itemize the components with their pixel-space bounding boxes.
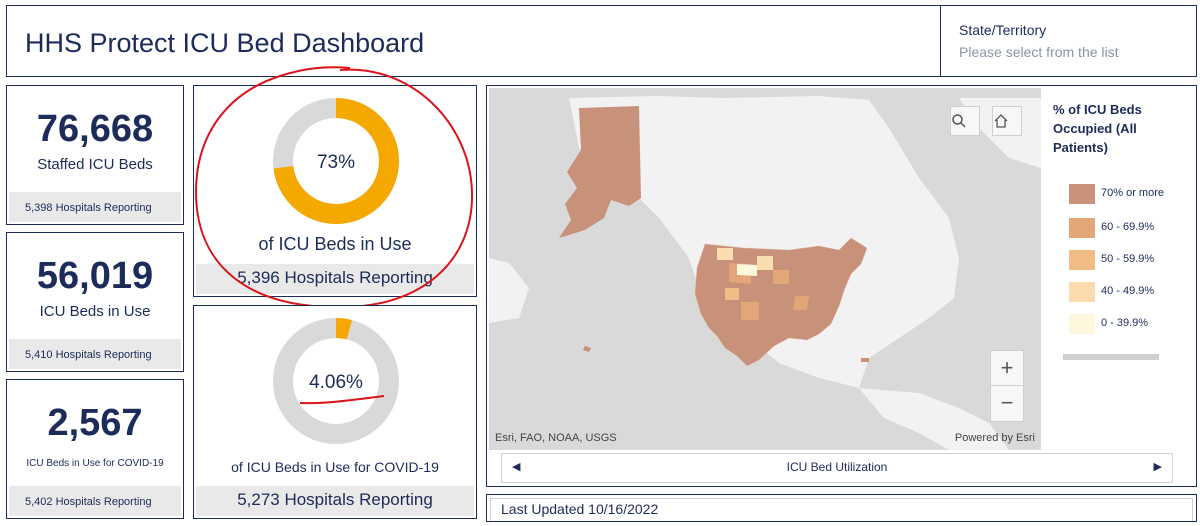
legend-swatch (1069, 184, 1095, 204)
map-legend: % of ICU Beds Occupied (All Patients) 70… (1053, 100, 1189, 360)
gauge-percent: 73% (317, 152, 355, 173)
basemap (489, 96, 1041, 450)
home-icon (994, 114, 1008, 128)
stat-label: Staffed ICU Beds (37, 156, 153, 173)
stat-value: 56,019 (36, 255, 154, 297)
donut-gauge: 73% (273, 98, 399, 224)
stat-value: 2,567 (47, 402, 143, 444)
zoom-out-button[interactable]: − (1000, 390, 1014, 415)
stat-label: ICU Beds in Use (39, 303, 151, 320)
legend-label: 0 - 39.9% (1101, 317, 1149, 329)
map-panel: + − Esri, FAO, NOAA, USGS Powered by Esr… (486, 85, 1197, 487)
legend-label: 60 - 69.9% (1101, 221, 1155, 233)
state-mid (725, 288, 739, 300)
asia-land (489, 258, 529, 323)
state-medium (793, 296, 809, 310)
alaska-state (559, 106, 641, 238)
gauge-fill (273, 98, 399, 224)
legend-label: 70% or more (1101, 187, 1164, 199)
donut-gauge: 4.06% (273, 318, 399, 444)
dashboard-header: HHS Protect ICU Bed Dashboard State/Terr… (6, 5, 1197, 77)
map-attribution[interactable]: Esri, FAO, NOAA, USGS (495, 432, 617, 444)
icu-utilization-map[interactable]: + − Esri, FAO, NOAA, USGS Powered by Esr… (489, 88, 1041, 450)
icu-beds-in-use-card: 56,019 ICU Beds in Use 5,410 Hospitals R… (6, 232, 184, 372)
map-search-button[interactable] (950, 106, 980, 136)
state-selector-label: State/Territory (959, 22, 1047, 38)
stat-footer: 5,410 Hospitals Reporting (9, 339, 181, 369)
previous-arrow-icon[interactable]: ◀ (512, 461, 521, 473)
last-updated-text: Last Updated 10/16/2022 (501, 501, 659, 517)
legend-label: 40 - 49.9% (1101, 285, 1155, 297)
legend-swatch (1069, 250, 1095, 270)
puerto-rico-territory (861, 358, 869, 362)
icu-beds-in-use-gauge-card: 73% of ICU Beds in Use 5,396 Hospitals R… (193, 85, 477, 297)
red-underline-annotation (299, 395, 385, 405)
staffed-icu-beds-card: 76,668 Staffed ICU Beds 5,398 Hospitals … (6, 85, 184, 225)
stat-footer: 5,398 Hospitals Reporting (9, 192, 181, 222)
legend-swatch (1069, 314, 1095, 334)
legend-scrollbar[interactable] (1063, 354, 1159, 360)
map-pager: ◀ ICU Bed Utilization ▶ (501, 453, 1173, 483)
legend-swatch (1069, 218, 1095, 238)
state-medium (741, 302, 759, 320)
icu-beds-covid-gauge-card: 4.06% of ICU Beds in Use for COVID-19 5,… (193, 305, 477, 519)
red-annotation-circle (194, 66, 474, 309)
state-low (737, 264, 757, 276)
stat-label: ICU Beds in Use for COVID-19 (26, 458, 164, 469)
state-territory-selector[interactable]: State/Territory Please select from the l… (940, 6, 1197, 76)
hawaii-state (583, 346, 591, 352)
zoom-in-button[interactable]: + (991, 351, 1023, 386)
gauge-footer: 5,273 Hospitals Reporting (196, 486, 474, 516)
gauge-percent: 4.06% (309, 372, 363, 393)
gauge-fill (273, 318, 399, 444)
legend-label: 50 - 59.9% (1101, 253, 1155, 265)
legend-title: % of ICU Beds Occupied (All Patients) (1053, 102, 1142, 155)
stat-footer: 5,402 Hospitals Reporting (9, 486, 181, 516)
state-selector-placeholder[interactable]: Please select from the list (959, 44, 1119, 60)
state-low-mid (757, 256, 773, 270)
magnifier-icon (952, 114, 966, 128)
last-updated-frame (490, 498, 1193, 521)
state-low-mid (717, 248, 733, 260)
gauge-caption: of ICU Beds in Use (258, 234, 412, 254)
powered-by-esri[interactable]: Powered by Esri (954, 432, 1035, 444)
gauge-footer: 5,396 Hospitals Reporting (196, 264, 474, 294)
icu-beds-covid-card: 2,567 ICU Beds in Use for COVID-19 5,402… (6, 379, 184, 519)
north-america-land (569, 96, 959, 388)
state-medium (773, 270, 789, 284)
central-america-land (859, 388, 1009, 450)
map-pager-label: ICU Bed Utilization (786, 460, 888, 474)
gauge-caption: of ICU Beds in Use for COVID-19 (231, 459, 439, 475)
map-home-button[interactable] (992, 106, 1022, 136)
next-arrow-icon[interactable]: ▶ (1153, 461, 1162, 473)
zoom-controls: + − (990, 350, 1024, 422)
stat-value: 76,668 (36, 108, 154, 150)
last-updated-panel: Last Updated 10/16/2022 (486, 494, 1197, 522)
legend-swatch (1069, 282, 1095, 302)
page-title: HHS Protect ICU Bed Dashboard (25, 28, 425, 58)
